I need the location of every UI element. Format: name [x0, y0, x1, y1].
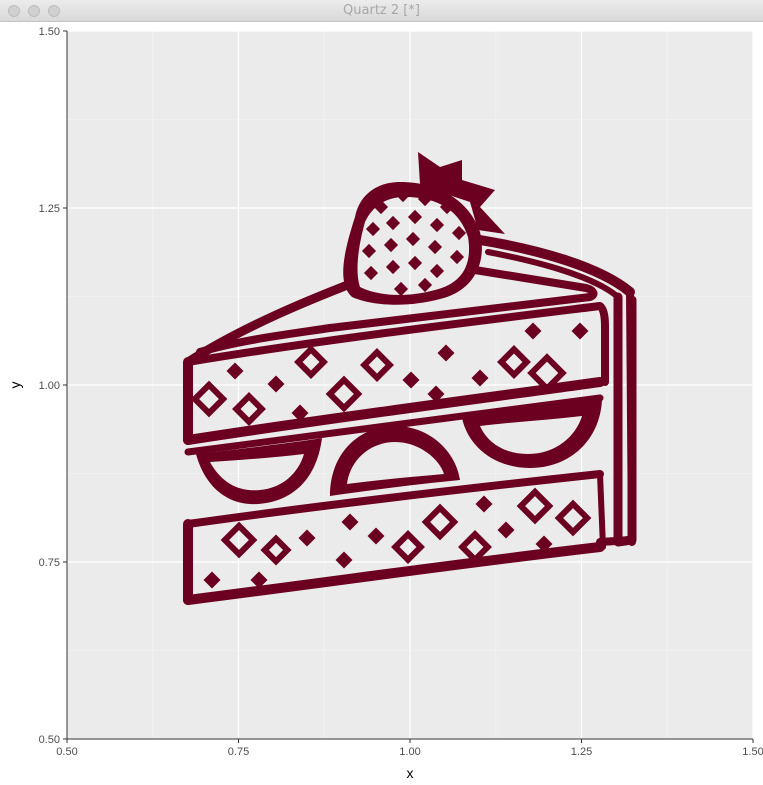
window-title: Quartz 2 [*] — [343, 3, 420, 18]
x-tick-label: 1.50 — [742, 746, 763, 758]
zoom-window-button[interactable] — [48, 5, 60, 17]
plot-canvas: 0.50 0.75 1.00 1.25 1.50 0.50 0.75 1.00 1.25 1.5… — [7, 26, 763, 781]
y-axis-ticks: 0.50 0.75 1.00 1.25 1.50 — [39, 26, 67, 746]
x-tick-label: 0.50 — [56, 746, 77, 758]
window-titlebar[interactable]: Quartz 2 [*] — [0, 0, 763, 22]
x-tick-label: 1.25 — [571, 746, 592, 758]
axes: 0.50 0.75 1.00 1.25 1.50 0.50 0.75 1.00 1.25 1.5… — [7, 26, 763, 781]
x-tick-label: 1.00 — [399, 746, 420, 758]
y-axis-title: y — [7, 382, 23, 389]
cake-slice-image — [183, 152, 637, 605]
x-axis-ticks: 0.50 0.75 1.00 1.25 1.50 — [56, 739, 763, 758]
y-tick-label: 1.00 — [39, 380, 60, 392]
minimize-window-button[interactable] — [28, 5, 40, 17]
y-tick-label: 1.25 — [39, 203, 60, 215]
close-window-button[interactable] — [8, 5, 20, 17]
y-tick-label: 0.50 — [39, 734, 60, 746]
y-tick-label: 0.75 — [39, 557, 60, 569]
y-tick-label: 1.50 — [39, 26, 60, 38]
x-axis-title: x — [407, 765, 414, 781]
x-tick-label: 0.75 — [228, 746, 249, 758]
